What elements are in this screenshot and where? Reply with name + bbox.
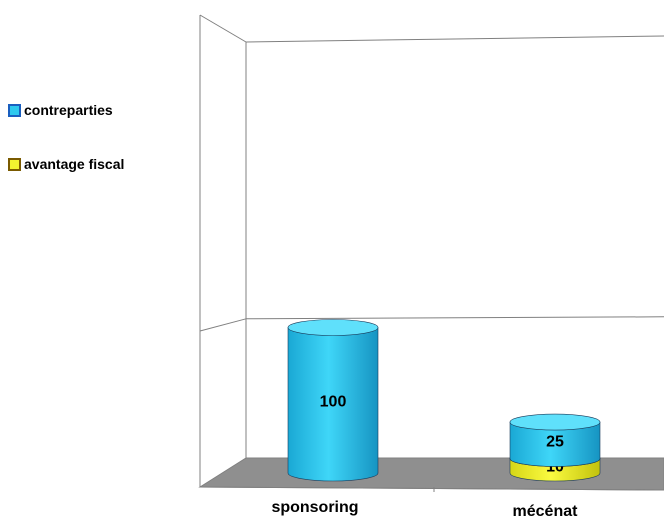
- legend-label-contreparties: contreparties: [24, 102, 113, 118]
- bar-mcnat-contreparties: [509, 421, 601, 467]
- legend-swatch-avantage-fiscal: [8, 157, 21, 171]
- bar-top-mcnat-contreparties: [509, 413, 601, 431]
- bar-top-sponsoring-contreparties: [287, 319, 379, 336]
- x-axis-labels: sponsoring mécénat: [271, 499, 578, 520]
- data-label-mcnat-contreparties: 25: [546, 433, 564, 450]
- x-tick-label-sponsoring: sponsoring: [271, 499, 358, 516]
- back-top-line: [245, 35, 664, 43]
- gridlines: [199, 316, 664, 332]
- data-label-sponsoring-contreparties: 100: [320, 393, 347, 410]
- x-tick-label-mcnat: mécénat: [513, 503, 579, 520]
- legend-label-avantage-fiscal: avantage fiscal: [24, 156, 125, 172]
- bar-sponsoring-contreparties: [287, 327, 379, 482]
- gridline-left-100: [199, 318, 247, 332]
- gridline-back-100: [245, 316, 664, 320]
- legend-item-avantage-fiscal: avantage fiscal: [8, 154, 124, 174]
- legend-item-contreparties: contreparties: [8, 100, 124, 120]
- legend-swatch-contreparties: [8, 103, 21, 117]
- legend: contreparties avantage fiscal: [8, 100, 124, 208]
- top-edge: [199, 14, 247, 43]
- floor-front-line: [199, 486, 664, 491]
- bars: 01001025: [287, 319, 601, 485]
